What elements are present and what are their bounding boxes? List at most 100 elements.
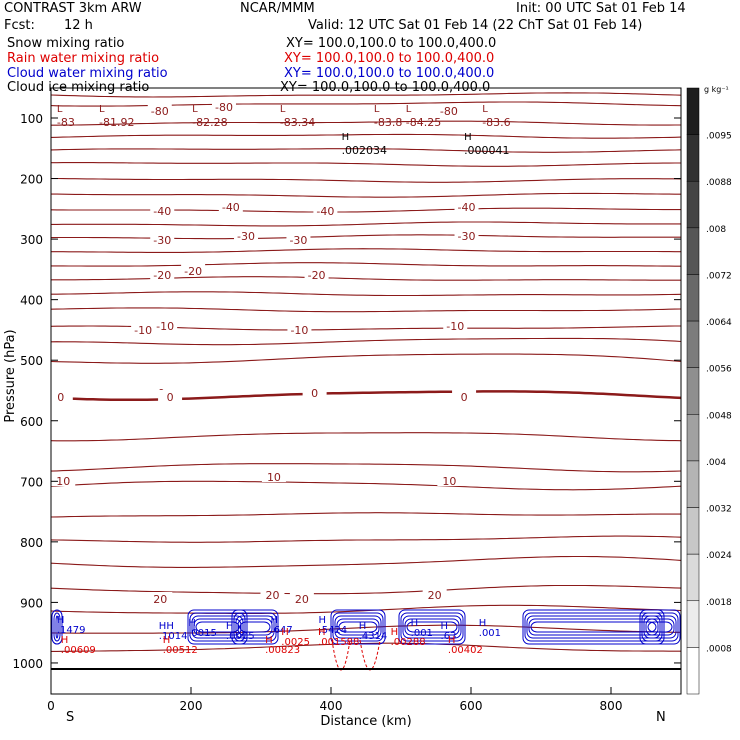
isotherm-line	[50, 337, 682, 346]
field-name-rain: Rain water mixing ratio	[7, 51, 160, 66]
cloud-water-contour	[334, 615, 382, 639]
isotherm-label: 20	[265, 589, 279, 602]
isotherm-line	[50, 207, 681, 213]
colorbar-tick-label: .0018	[706, 598, 732, 608]
isotherm-label: -30	[153, 234, 171, 247]
colorbar-step	[686, 600, 700, 648]
isotherm-label-bg	[147, 104, 172, 116]
isotherm-label-bg	[436, 104, 461, 116]
colorbar-step	[686, 274, 700, 322]
cloud-water-contour	[51, 609, 63, 645]
cloud-water-contour	[406, 621, 458, 633]
cloud-water-contour	[193, 618, 242, 636]
y-tick-label: 1000	[12, 657, 43, 671]
isotherm-label-bg	[234, 229, 259, 241]
x-tick-label: 600	[460, 699, 483, 713]
colorbar-tick-label: .0032	[706, 505, 732, 515]
x-tick-label: 800	[600, 699, 623, 713]
extremum-value: .000041	[464, 144, 510, 157]
colorbar-step	[686, 507, 700, 555]
extremum-value: -82.28	[192, 116, 227, 129]
colorbar-unit: g kg⁻¹	[704, 85, 729, 94]
center-title: NCAR/MMM	[240, 1, 315, 16]
isotherm-label-bg	[148, 592, 173, 604]
x-tick-label: 400	[320, 699, 343, 713]
isotherm-line	[50, 234, 681, 240]
isotherm-label-bg	[302, 386, 327, 398]
isotherm-label: -20	[308, 269, 326, 282]
colorbar-step	[686, 87, 700, 135]
cloud-extremum-value: .001	[411, 628, 433, 639]
valid-time: Valid: 12 UTC Sat 01 Feb 14 (22 ChT Sat …	[308, 18, 643, 33]
isotherm-label: -40	[222, 201, 240, 214]
cloud-water-contour	[231, 609, 279, 645]
isotherm-line	[51, 120, 681, 126]
isotherm-label-bg	[313, 204, 338, 216]
isotherm-label-bg	[51, 474, 76, 486]
isotherm-label-bg	[211, 100, 236, 112]
isotherm-label: 0	[311, 387, 318, 400]
field-xy-rain: XY= 100.0,100.0 to 100.0,400.0	[284, 51, 495, 66]
field-name-snow: Snow mixing ratio	[7, 36, 125, 51]
extremum-value: .002034	[342, 144, 388, 157]
isotherm-label: -80	[215, 101, 233, 114]
colorbar-step	[686, 134, 700, 182]
cloud-extremum-marker: H	[265, 635, 273, 646]
isotherm-label: -30	[458, 230, 476, 243]
cloud-water-contour	[191, 615, 244, 639]
y-tick-label: 900	[20, 596, 43, 610]
isotherm-label: -40	[153, 205, 171, 218]
isotherm-lines	[50, 92, 682, 652]
cloud-extremum-marker: H	[188, 618, 196, 629]
x-tick-label: 0	[47, 699, 55, 713]
field-xy-cloud-water: XY= 100.0,100.0 to 100.0,400.0	[284, 66, 495, 81]
colorbar-step	[686, 460, 700, 508]
cloud-water-contour	[332, 612, 384, 642]
x-axis-label: Distance (km)	[320, 714, 411, 729]
cloud-water-contour	[195, 621, 240, 633]
isotherm-label-bg	[437, 474, 462, 486]
colorbar-step	[686, 227, 700, 275]
isotherm-label-bg	[131, 323, 156, 335]
isotherm-label-bg	[260, 588, 285, 600]
cloud-water-contour	[526, 615, 661, 639]
x-end-label-south: S	[66, 710, 74, 725]
isotherm-line	[51, 276, 681, 281]
cloud-extremum-marker: H	[411, 618, 419, 629]
isotherm-label: -10	[134, 324, 152, 337]
isotherm-line	[50, 480, 682, 491]
x-tick-label: 200	[180, 699, 203, 713]
isotherm-label: -80	[440, 105, 458, 118]
cloud-water-contour	[528, 618, 659, 636]
colorbar-step	[686, 320, 700, 368]
cloud-water-contour	[641, 612, 679, 642]
cloud-water-contour	[404, 618, 460, 636]
isotherm-label-bg	[454, 229, 479, 241]
cloud-extremum-value: .00823	[265, 645, 300, 656]
cloud-extremum-marker: H	[57, 615, 65, 626]
extremum-marker: L	[57, 104, 63, 115]
cloud-water-contour	[530, 621, 657, 633]
cloud-extremum-marker: H	[281, 627, 289, 638]
extremum-marker: L	[374, 104, 380, 115]
extremum-value: -83	[57, 116, 75, 129]
cloud-water-contour	[398, 609, 466, 645]
init-time: Init: 00 UTC Sat 01 Feb 14	[516, 1, 686, 16]
extremum-value: -83.8	[374, 116, 402, 129]
y-tick-label: 400	[20, 294, 43, 308]
isotherm-label: -30	[237, 230, 255, 243]
isotherm-label-bg	[150, 204, 175, 216]
fcst-value: 12 h	[64, 18, 93, 33]
isotherm-line	[50, 390, 682, 402]
cloud-extremum-value: .5424	[319, 625, 348, 636]
cloud-water-contour	[237, 618, 273, 636]
isotherm-line	[50, 133, 682, 139]
cloud-extremum-value: .0005	[226, 631, 255, 642]
extremum-value: -81.92	[99, 116, 134, 129]
cloud-water-contour	[647, 621, 673, 633]
isotherm-line	[50, 584, 682, 595]
plot-frame	[50, 87, 682, 695]
isotherm-label-bg	[287, 323, 312, 335]
